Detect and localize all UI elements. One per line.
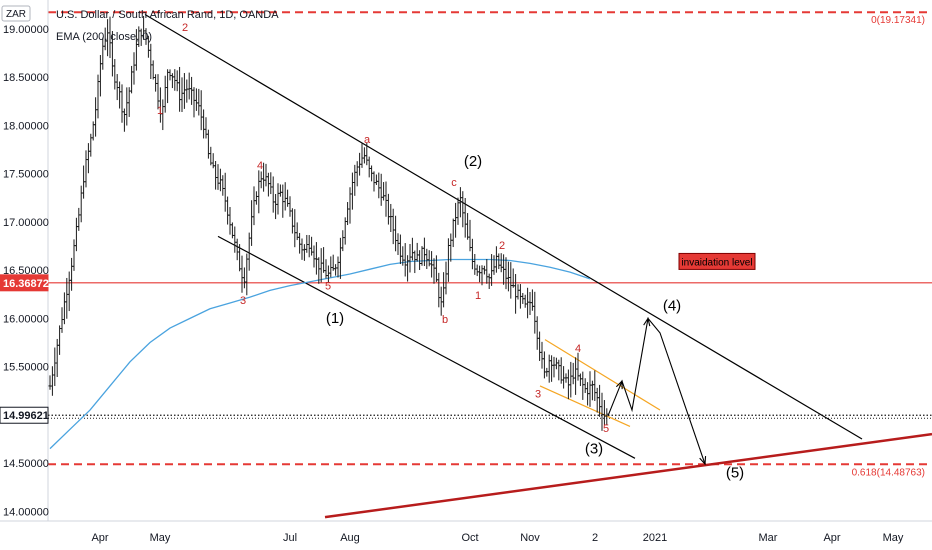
- price-tag-text: 16.36872: [3, 278, 49, 290]
- time-tick-label: May: [150, 532, 171, 544]
- wave-label-minor: 5: [325, 280, 331, 292]
- wave-label-minor: 2: [182, 22, 188, 34]
- wave-label-major: (4): [663, 298, 681, 315]
- wave-label-minor: 3: [535, 389, 541, 401]
- trendlines: [144, 13, 932, 519]
- fib-level-label: 0(19.17341): [871, 15, 925, 26]
- wave-labels: 2 1 4 3 5 a c b 2 1 4 3 5 (1) (2) (3) (4) (5): [157, 22, 744, 482]
- wave-label-minor: c: [451, 177, 457, 189]
- price-tick-label: 14.50000: [3, 458, 49, 470]
- price-bars: [48, 15, 609, 431]
- wave-label-minor: b: [442, 314, 448, 326]
- arrowhead: [699, 456, 707, 466]
- wave-label-minor: 1: [475, 290, 481, 302]
- price-axis-tags: 16.36872 14.99621: [0, 274, 49, 424]
- wave-label-minor: 4: [257, 160, 263, 172]
- trendline: [144, 13, 863, 440]
- arrowhead: [615, 379, 623, 390]
- trendline: [544, 339, 661, 411]
- time-tick-label: Apr: [91, 532, 108, 544]
- trendline: [539, 385, 631, 427]
- price-tick-label: 16.50000: [3, 265, 49, 277]
- wave-label-minor: 5: [603, 423, 609, 435]
- price-tick-label: 18.00000: [3, 120, 49, 132]
- wave-label-major: (2): [464, 153, 482, 170]
- time-tick-label: Oct: [461, 532, 478, 544]
- price-tick-label: 18.50000: [3, 72, 49, 84]
- price-tick-label: 17.50000: [3, 169, 49, 181]
- wave-label-major: (1): [326, 310, 344, 327]
- time-tick-label: Jul: [283, 532, 297, 544]
- invalidation-label-text: invaidation level: [681, 257, 752, 268]
- time-axis-ticks: Apr May Jul Aug Oct Nov 2 2021 Mar Apr May: [91, 532, 903, 544]
- wave-label-minor: 4: [575, 343, 581, 355]
- time-tick-label: May: [883, 532, 904, 544]
- invalidation-annotation: invaidation level: [678, 252, 756, 270]
- price-tag-box: [0, 274, 49, 292]
- time-tick-label: Apr: [823, 532, 840, 544]
- invalidation-label-box: [678, 252, 756, 270]
- price-tag-text: 14.99621: [3, 410, 49, 422]
- price-tag-box: [0, 406, 49, 424]
- arrowhead: [643, 316, 651, 327]
- indicator-legend[interactable]: EMA (200, close, 0): [56, 31, 152, 43]
- time-tick-label: Mar: [759, 532, 778, 544]
- trendline: [217, 235, 636, 459]
- time-tick-label: Aug: [340, 532, 360, 544]
- price-tick-label: 15.50000: [3, 362, 49, 374]
- price-axis-background: [0, 0, 48, 521]
- projection-arrowheads: [615, 316, 707, 466]
- ema-200-line: [49, 258, 591, 450]
- time-tick-label: Nov: [520, 532, 540, 544]
- price-tick-label: 17.00000: [3, 217, 49, 229]
- wave-label-minor: a: [364, 134, 371, 146]
- horizontal-levels: 0(19.17341) 0.618(14.48763): [48, 11, 932, 478]
- wave-label-minor: 2: [499, 240, 505, 252]
- wave-label-minor: 3: [240, 295, 246, 307]
- fib-level-label: 0.618(14.48763): [852, 467, 925, 478]
- symbol-badge-text: ZAR: [6, 9, 26, 20]
- trendline: [324, 432, 932, 519]
- price-axis-ticks: 19.00000 18.50000 18.00000 17.50000 17.00000…: [3, 24, 49, 518]
- price-tick-label: 14.00000: [3, 506, 49, 518]
- chart-title: U.S. Dollar / South African Rand, 1D, OA…: [56, 9, 279, 21]
- price-tick-label: 16.00000: [3, 313, 49, 325]
- wave-label-minor: 1: [157, 105, 163, 117]
- wave-label-major: (5): [726, 465, 744, 482]
- wave-label-major: (3): [585, 440, 603, 457]
- time-tick-label: 2: [592, 532, 598, 544]
- projection-path: [607, 317, 706, 465]
- time-tick-label: 2021: [643, 532, 667, 544]
- price-tick-label: 19.00000: [3, 24, 49, 36]
- symbol-badge[interactable]: [1, 5, 31, 22]
